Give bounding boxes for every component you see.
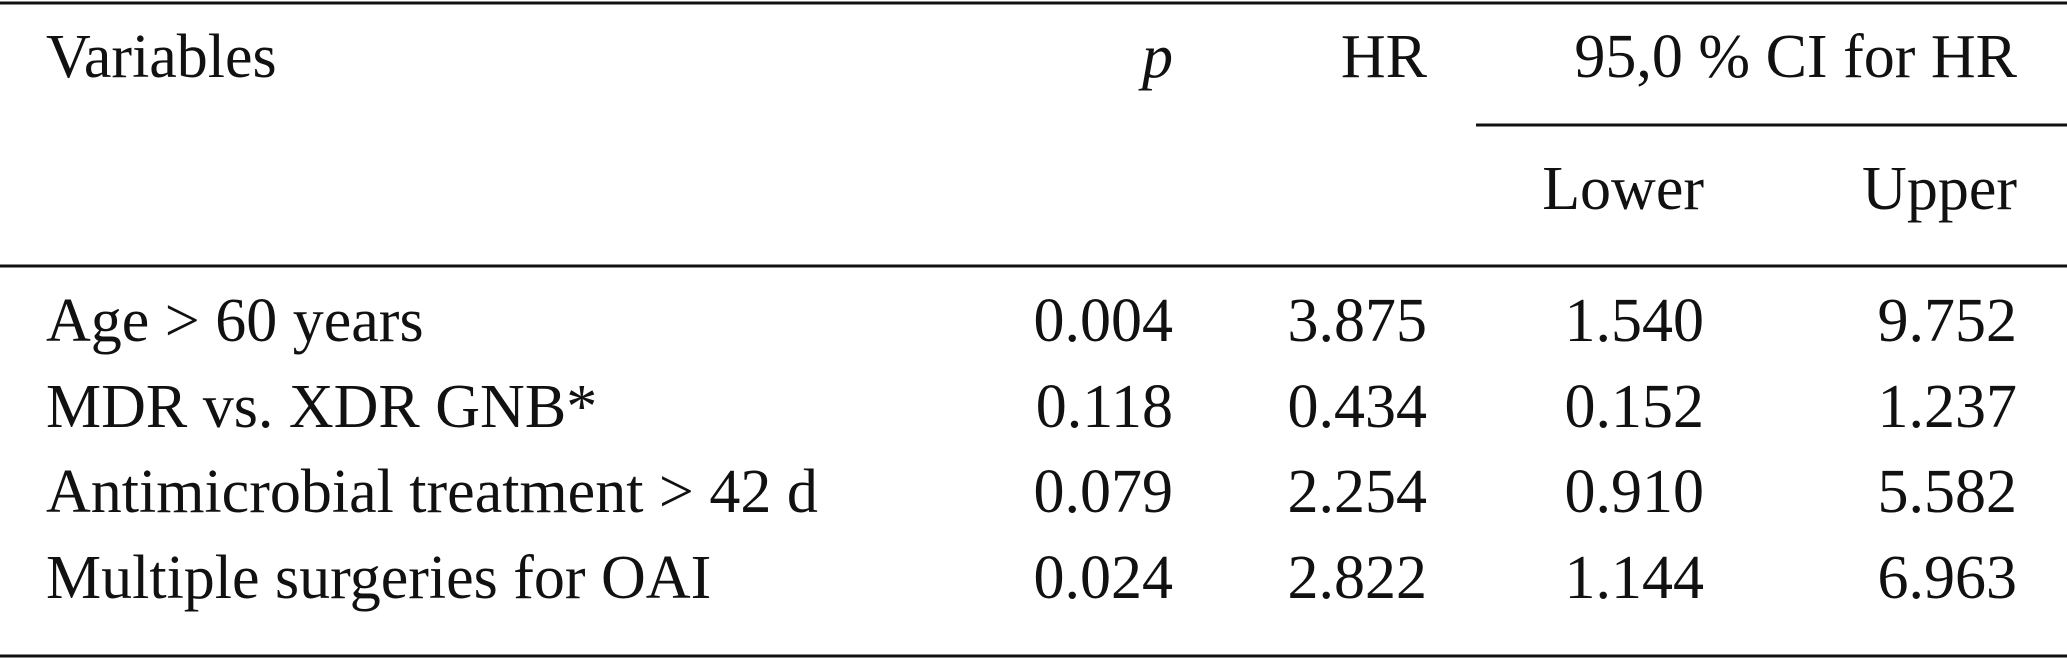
cell-value: 0.079 [1034, 458, 1174, 526]
header-cell: Variables [46, 23, 277, 91]
subheader-cell: Lower [1542, 155, 1704, 223]
cell-value: 2.822 [1288, 544, 1428, 612]
row-label: Antimicrobial treatment > 42 d [46, 458, 818, 526]
row-label: Multiple surgeries for OAI [46, 544, 711, 612]
cell-value: 0.118 [1036, 373, 1173, 441]
cell-value: 9.752 [1878, 287, 2018, 355]
cell-value: 0.434 [1288, 373, 1428, 441]
row-label: MDR vs. XDR GNB* [46, 373, 597, 441]
header-cell: 95,0 % CI for HR [1574, 23, 2017, 91]
cell-value: 1.540 [1565, 287, 1705, 355]
cell-value: 2.254 [1288, 458, 1428, 526]
cell-value: 0.024 [1034, 544, 1174, 612]
cell-value: 5.582 [1878, 458, 2018, 526]
cell-value: 0.152 [1565, 373, 1705, 441]
header-cell: HR [1341, 23, 1428, 91]
cell-value: 0.004 [1034, 287, 1174, 355]
subheader-cell: Upper [1862, 155, 2017, 223]
cell-value: 1.144 [1565, 544, 1705, 612]
cell-value: 1.237 [1878, 373, 2018, 441]
cell-value: 6.963 [1878, 544, 2018, 612]
header-cell: p [1138, 23, 1173, 91]
cell-value: 3.875 [1288, 287, 1428, 355]
cell-value: 0.910 [1565, 458, 1705, 526]
row-label: Age > 60 years [46, 287, 424, 355]
